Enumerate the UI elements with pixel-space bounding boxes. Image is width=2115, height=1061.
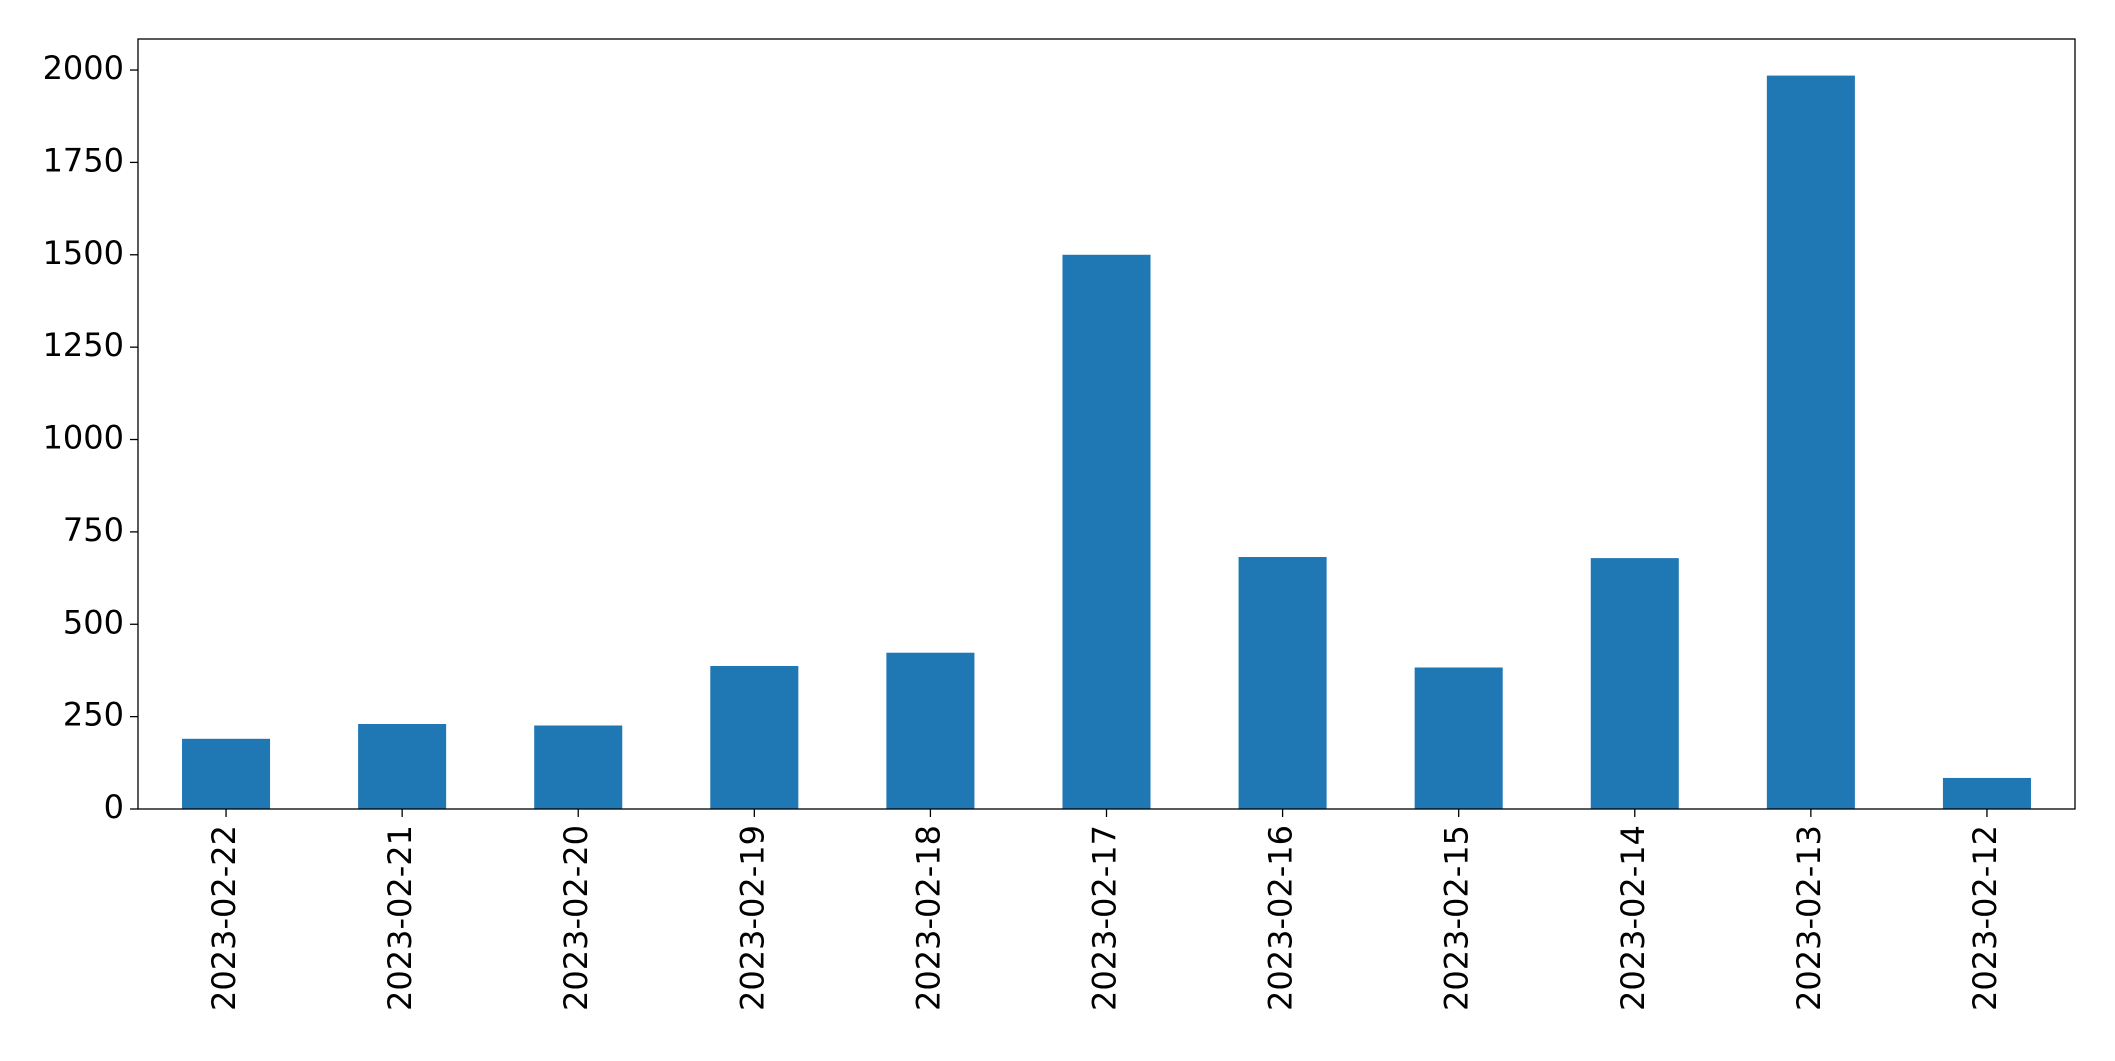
y-tick-label: 1000 xyxy=(43,419,124,457)
x-tick-label: 2023-02-15 xyxy=(1438,825,1476,1011)
bar xyxy=(886,652,975,809)
x-tick-label: 2023-02-14 xyxy=(1614,825,1652,1011)
x-tick-label: 2023-02-22 xyxy=(205,825,243,1011)
bar xyxy=(1238,557,1327,809)
bar xyxy=(182,738,271,809)
x-tick-label: 2023-02-20 xyxy=(557,825,595,1011)
y-tick-label: 0 xyxy=(104,788,124,826)
y-tick-label: 500 xyxy=(63,603,124,641)
y-tick-label: 1500 xyxy=(43,234,124,272)
x-tick-label: 2023-02-16 xyxy=(1262,825,1300,1011)
bar xyxy=(710,666,799,809)
y-tick-label: 1750 xyxy=(43,141,124,179)
bar xyxy=(1414,667,1503,809)
x-tick-label: 2023-02-13 xyxy=(1790,825,1828,1011)
y-tick-label: 250 xyxy=(63,696,124,734)
bar xyxy=(1942,777,2031,809)
x-tick-label: 2023-02-19 xyxy=(733,825,771,1011)
bar xyxy=(1590,558,1679,809)
y-tick-label: 750 xyxy=(63,511,124,549)
x-tick-label: 2023-02-17 xyxy=(1086,825,1124,1011)
x-tick-label: 2023-02-21 xyxy=(381,825,419,1011)
y-tick-label: 2000 xyxy=(43,49,124,87)
y-tick-label: 1250 xyxy=(43,326,124,364)
bar xyxy=(1766,75,1855,810)
plot-frame xyxy=(137,38,2076,810)
x-tick-label: 2023-02-18 xyxy=(909,825,947,1011)
x-tick-label: 2023-02-12 xyxy=(1966,825,2004,1011)
bar xyxy=(358,724,447,809)
bar xyxy=(534,725,623,809)
bar xyxy=(1062,254,1151,809)
